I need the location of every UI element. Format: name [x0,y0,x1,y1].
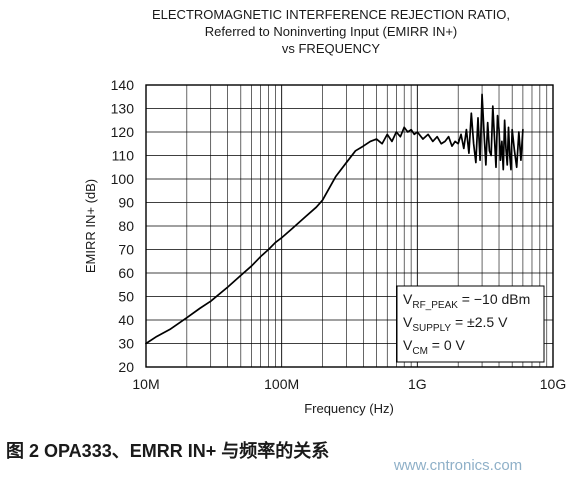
y-tick-label-60: 60 [118,265,134,281]
y-tick-label-110: 110 [112,148,135,164]
conditions-legend: VRF_PEAK = −10 dBm VSUPPLY = ±2.5 V VCM … [396,285,545,363]
series-line-0 [145,93,524,345]
y-tick-label-30: 30 [118,336,134,352]
x-tick-label-2: 1G [408,376,427,392]
y-tick-label-100: 100 [111,171,135,187]
legend-line-rf-peak: VRF_PEAK = −10 dBm [403,291,530,311]
legend-line-supply: VSUPPLY = ±2.5 V [403,314,508,334]
y-tick-label-40: 40 [118,312,134,328]
y-axis-label: EMIRR IN+ (dB) [83,179,98,273]
legend-box [396,285,545,363]
y-tick-label-130: 130 [111,101,135,117]
figure-caption: 图 2 OPA333、EMRR IN+ 与频率的关系 [6,440,329,461]
plot-frame [145,84,554,368]
x-tick-labels: 10M 100M 1G 10G [132,376,566,392]
watermark: www.cntronics.com [393,457,522,474]
y-tick-label-50: 50 [118,289,134,305]
y-tick-label-70: 70 [118,242,134,258]
y-tick-label-80: 80 [118,218,134,234]
chart-title-line-2: Referred to Noninverting Input (EMIRR IN… [205,24,458,39]
y-tick-label-90: 90 [118,195,134,211]
chart-title-line-1: ELECTROMAGNETIC INTERFERENCE REJECTION R… [152,7,510,22]
y-tick-label-20: 20 [118,359,134,375]
x-tick-label-0: 10M [132,376,159,392]
y-tick-labels: 20 30 40 50 60 70 80 90 100 110 120 130 140 [111,77,135,375]
x-axis-label: Frequency (Hz) [304,401,394,416]
x-tick-label-3: 10G [540,376,566,392]
y-tick-label-140: 140 [111,77,135,93]
chart-title-line-3: vs FREQUENCY [282,41,381,56]
series-layer [145,93,524,345]
x-tick-label-1: 100M [264,376,299,392]
legend-line-cm: VCM = 0 V [403,337,466,357]
y-tick-label-120: 120 [111,124,135,140]
